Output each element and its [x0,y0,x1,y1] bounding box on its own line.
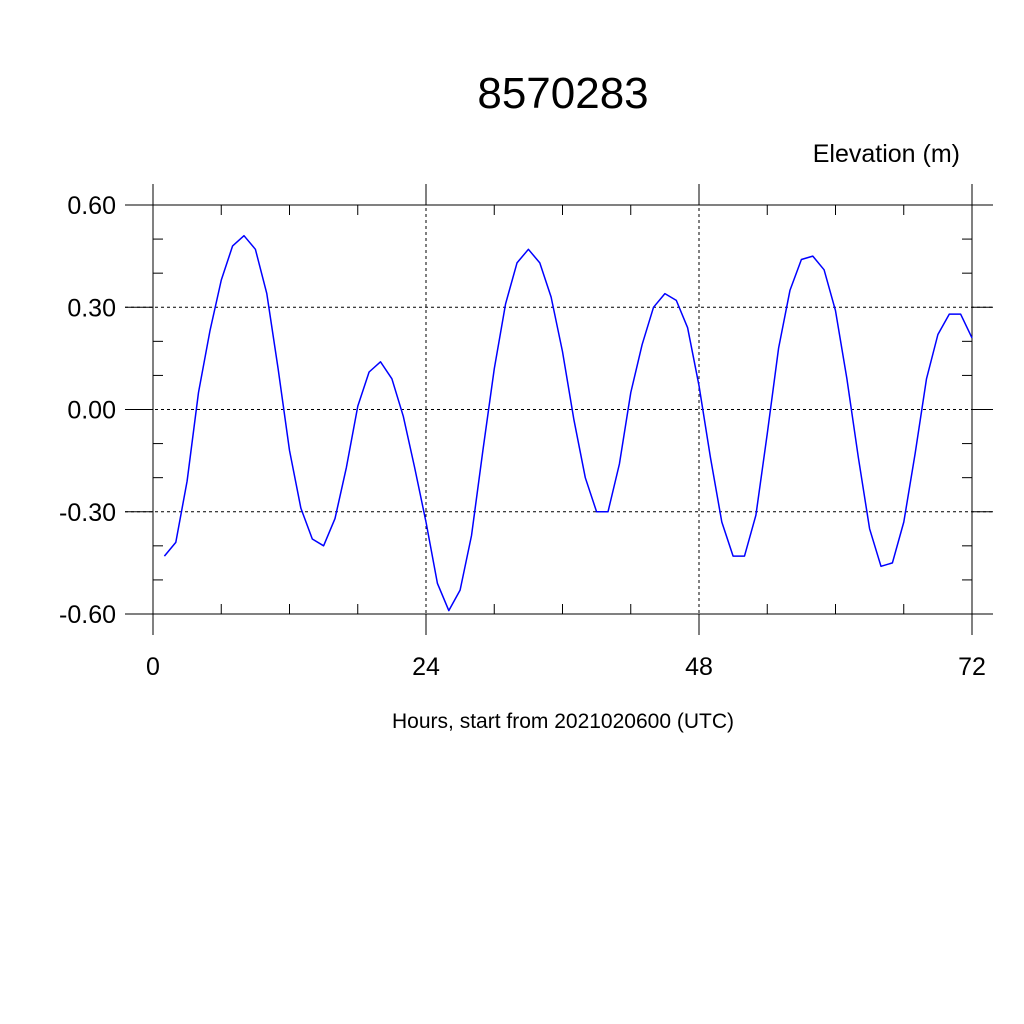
units-label: Elevation (m) [813,140,960,168]
x-tick-label: 24 [412,653,440,681]
x-tick-labels: 0 24 48 72 [146,653,986,681]
chart-title: 8570283 [477,69,648,118]
y-tick-label: -0.60 [59,601,116,629]
series-line [163,234,973,612]
y-tick-label: -0.30 [59,499,116,527]
x-tick-label: 0 [146,653,160,681]
x-axis-label: Hours, start from 2021020600 (UTC) [392,710,734,733]
series-group [163,234,973,612]
axis-ticks [125,184,993,635]
x-tick-label: 48 [685,653,713,681]
y-tick-labels: 0.60 0.30 0.00 -0.30 -0.60 [59,192,116,629]
y-tick-label: 0.00 [67,397,116,425]
y-tick-label: 0.30 [67,294,116,322]
x-tick-label: 72 [958,653,986,681]
y-tick-label: 0.60 [67,192,116,220]
grid-lines [125,184,993,635]
